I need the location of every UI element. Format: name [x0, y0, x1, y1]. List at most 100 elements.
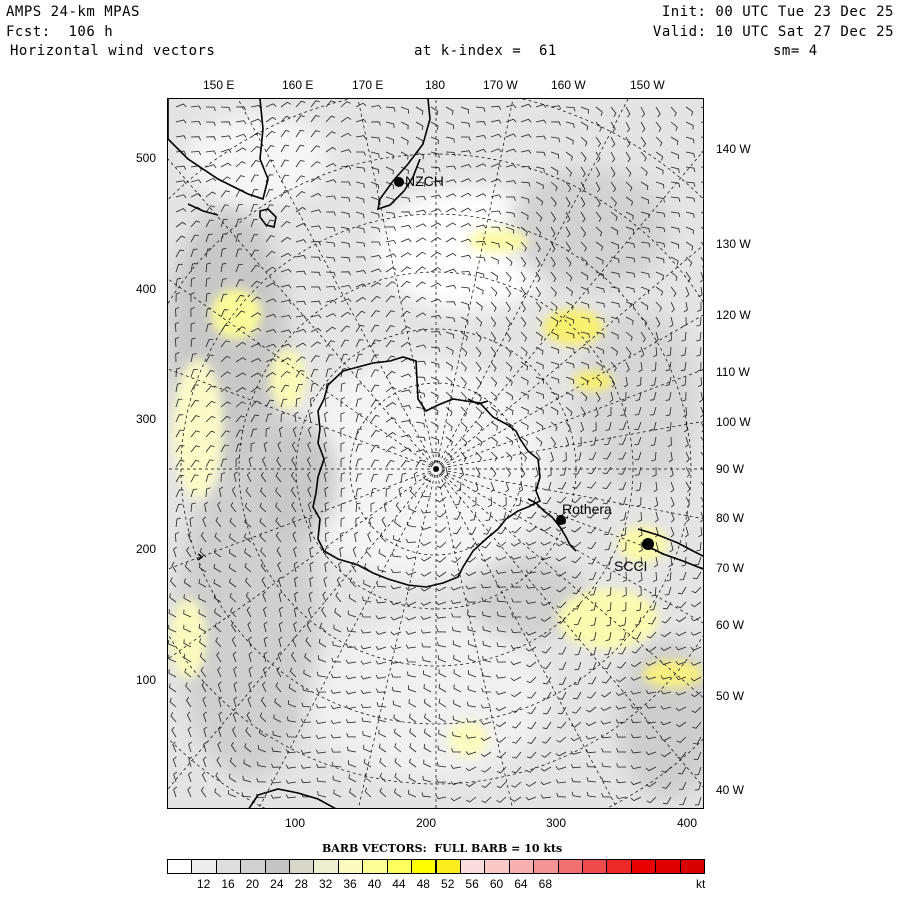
colorbar-swatch [362, 859, 388, 874]
wind-barb [423, 698, 432, 708]
wind-barb [685, 436, 689, 448]
wind-barb [660, 751, 672, 758]
wind-barb [460, 316, 469, 325]
wind-barb [304, 653, 312, 663]
wind-barb [670, 211, 681, 218]
wind-barb [265, 427, 271, 438]
wind-barb [295, 342, 307, 348]
x-tick-label: 300 [546, 816, 567, 830]
wind-barb [250, 146, 261, 153]
wind-barb [520, 241, 527, 252]
wind-barb [638, 541, 643, 553]
wind-barb [438, 655, 447, 663]
wind-barb [700, 436, 703, 448]
wind-barb [640, 256, 651, 263]
wind-barb [670, 271, 678, 282]
wind-barb [229, 578, 237, 588]
wind-barb [381, 516, 387, 528]
wind-barb [685, 271, 691, 283]
wind-barb [420, 586, 432, 592]
wind-barb [638, 361, 643, 373]
wind-barb [601, 792, 612, 798]
wind-barb [635, 391, 642, 401]
wind-barb [436, 526, 447, 533]
wind-barb [645, 646, 657, 653]
wind-barb [490, 194, 502, 199]
wind-barb [333, 789, 342, 798]
wind-barb [438, 714, 447, 723]
wind-barb [585, 749, 597, 754]
wind-barb [220, 444, 229, 453]
wind-barb [331, 762, 342, 768]
wind-barb [481, 687, 492, 693]
wind-barb [336, 576, 342, 588]
wind-barb [340, 211, 350, 218]
wind-barb [415, 449, 427, 453]
wind-barb [526, 751, 537, 759]
wind-barb [325, 179, 337, 184]
wind-barb [171, 726, 177, 738]
wind-barb [668, 556, 673, 568]
wind-barb [618, 481, 627, 490]
wind-barb [205, 177, 217, 183]
wind-barb [621, 541, 627, 552]
wind-barb [693, 751, 702, 760]
wind-barb [625, 241, 635, 248]
wind-barb [475, 256, 486, 262]
wind-barb [445, 106, 454, 115]
wind-barb [696, 541, 702, 552]
wind-barb [652, 466, 657, 477]
wind-barb [640, 166, 648, 177]
wind-barb [565, 181, 572, 193]
wind-barb [505, 466, 512, 478]
wind-barb [325, 286, 337, 291]
wind-barb [423, 684, 432, 693]
wind-barb [370, 430, 380, 438]
wind-barb [378, 743, 387, 753]
wind-barb [684, 526, 689, 538]
wind-barb [415, 391, 426, 398]
wind-barb [555, 766, 567, 770]
wind-barb [677, 751, 687, 759]
wind-barb [648, 616, 657, 625]
wind-barb [490, 148, 502, 153]
wind-barb [475, 466, 481, 478]
wind-barb [535, 376, 544, 384]
wind-barb [259, 502, 267, 513]
wind-barb [685, 481, 691, 493]
wind-barb [475, 178, 487, 183]
wind-barb [430, 376, 439, 385]
top-lon-label: 160 E [282, 78, 314, 92]
wind-barb [595, 361, 604, 371]
wind-barb [172, 756, 177, 768]
wind-barb [420, 629, 432, 634]
wind-barb [678, 766, 687, 775]
wind-barb [190, 459, 200, 468]
wind-barb [220, 309, 229, 318]
wind-barb [295, 270, 307, 275]
wind-barb [664, 586, 672, 596]
wind-barb [438, 698, 447, 708]
wind-barb [475, 376, 482, 387]
wind-barb [293, 606, 298, 618]
wind-barb [669, 466, 674, 478]
wind-barb [436, 556, 447, 563]
wind-barb [340, 487, 346, 498]
wind-barb [640, 301, 649, 311]
wind-barb [259, 712, 267, 723]
wind-barb [505, 376, 513, 386]
wind-barb [228, 548, 237, 558]
wind-barb [385, 402, 397, 408]
wind-barb [250, 428, 258, 438]
wind-barb [385, 136, 394, 144]
wind-barb [586, 496, 597, 504]
wind-barb [625, 151, 631, 163]
wind-barb [573, 676, 582, 685]
wind-barb [360, 629, 372, 634]
wind-barb [540, 556, 552, 561]
wind-barb [250, 400, 261, 408]
wind-barb [505, 331, 512, 343]
wind-barb [618, 436, 627, 445]
wind-barb [685, 196, 696, 203]
wind-barb [526, 676, 537, 684]
